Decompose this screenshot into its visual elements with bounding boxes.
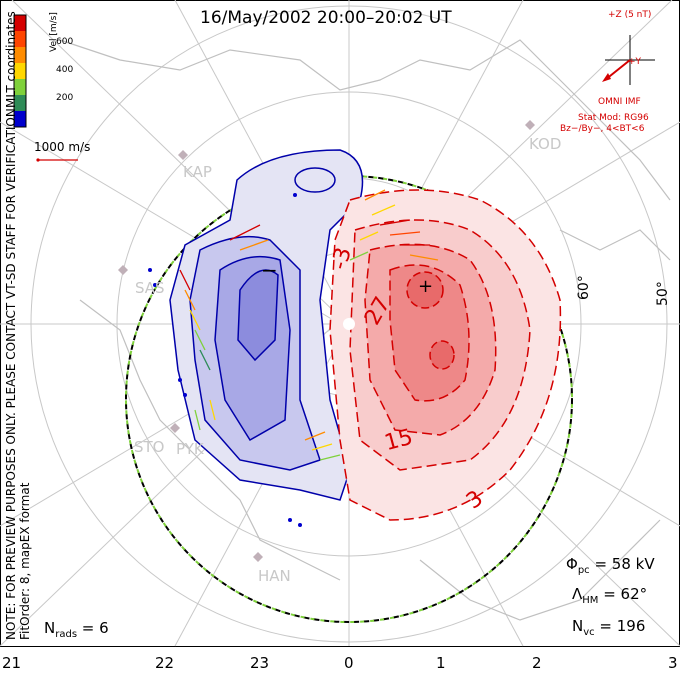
station-marker-sto (170, 423, 180, 433)
latitude-label-60: 60° (576, 275, 592, 300)
colorbar (13, 14, 27, 128)
negative-cell-core (237, 269, 279, 362)
vector-dot (148, 268, 152, 272)
colorbar-swatch (14, 15, 26, 31)
coast-north (59, 39, 671, 201)
vector (189, 309, 201, 331)
vector-dot (183, 393, 187, 397)
velocity-vectors (179, 189, 439, 461)
station-label-kod: KOD (529, 135, 562, 153)
coast-east (559, 229, 671, 261)
colorbar-tick: 200 (56, 93, 74, 103)
mlt-tick-label: 21 (2, 654, 22, 672)
vector (199, 349, 211, 371)
station-label-kap: KAP (183, 163, 212, 181)
potential-maximum-marker: + (418, 276, 434, 297)
pole-marker (343, 318, 355, 330)
imf-z-label: +Z (5 nT) (608, 10, 652, 20)
vector (371, 204, 396, 216)
colorbar-swatch (14, 47, 26, 63)
station-marker-sas (118, 265, 128, 275)
mlt-tick-label: 2 (532, 654, 542, 672)
station-markers (118, 120, 535, 562)
hm-latitude: ΛHM = 62° (572, 585, 648, 606)
map-title: 16/May/2002 20:00–20:02 UT (200, 8, 452, 28)
vector (349, 251, 369, 261)
colorbar-swatch (14, 111, 26, 127)
latitude-label-50: 50° (655, 281, 671, 306)
station-label-pyk: PYK (176, 440, 204, 458)
vector (194, 409, 201, 431)
vector (194, 329, 206, 351)
imf-dial (602, 35, 655, 85)
colorbar-tick: 600 (56, 37, 74, 47)
vector-origins (148, 193, 302, 527)
imf-vector-head (602, 73, 611, 82)
positive-cell-secondary (429, 340, 455, 370)
preview-note: NOTE: FOR PREVIEW PURPOSES ONLY. PLEASE … (4, 104, 18, 640)
station-marker-han (253, 552, 263, 562)
colorbar-border (13, 14, 27, 128)
colorbar-tick: 400 (56, 65, 74, 75)
vector (379, 219, 411, 226)
vector-dot (178, 378, 182, 382)
coast-west (79, 299, 341, 581)
station-label-han: HAN (258, 567, 291, 585)
imf-condition: Bz−/By−, 4<BT<6 (560, 124, 645, 134)
positive-cell-core (406, 271, 444, 309)
station-label-sas: SAS (135, 279, 165, 297)
vector (209, 399, 216, 421)
vector-count: Nvc = 196 (572, 617, 646, 638)
vector (179, 269, 191, 291)
vector (304, 431, 326, 441)
vector-dot (293, 193, 297, 197)
vector (229, 224, 261, 241)
colorbar-swatch (14, 31, 26, 47)
negative-cell (169, 149, 364, 501)
mlt-tick-label: 1 (436, 654, 446, 672)
positive-cell (329, 189, 562, 521)
mlt-tick-label: 0 (344, 654, 354, 672)
vector (389, 231, 421, 236)
vector-dot (288, 518, 292, 522)
negative-cell-islet (294, 167, 336, 193)
vector (409, 254, 439, 261)
scale-vector-label: 1000 m/s (34, 140, 91, 154)
vector (319, 454, 341, 461)
mlt-tick-label: 3 (668, 654, 678, 672)
fit-order-note: FitOrder: 8, mapEX format (18, 482, 32, 640)
vector (239, 239, 269, 251)
scale-vector (36, 158, 78, 162)
coastlines (59, 39, 671, 621)
coordinates-note: MLT coordinates (4, 11, 18, 108)
imf-stat-mod: Stat Mod: RG96 (578, 113, 649, 123)
potential-minimum-marker: − (261, 258, 278, 282)
coast-south (419, 519, 661, 621)
vector-dot (153, 283, 157, 287)
colorbar-swatch (14, 95, 26, 111)
vector (311, 443, 333, 451)
vector (359, 231, 379, 241)
station-label-sto: STO (134, 438, 165, 456)
colorbar-swatch (14, 79, 26, 95)
polar-cap-potential: Φpc = 58 kV (566, 555, 655, 576)
radar-count: Nrads = 6 (44, 619, 109, 640)
imf-y-label: +Y (628, 57, 642, 67)
station-marker-kap (178, 150, 188, 160)
imf-source: OMNI IMF (598, 97, 641, 107)
vector (184, 289, 196, 311)
station-marker-kod (525, 120, 535, 130)
colorbar-swatch (14, 63, 26, 79)
mlt-tick-label: 23 (250, 654, 270, 672)
vector (364, 189, 386, 201)
mlt-tick-label: 22 (155, 654, 175, 672)
vector-dot (298, 523, 302, 527)
